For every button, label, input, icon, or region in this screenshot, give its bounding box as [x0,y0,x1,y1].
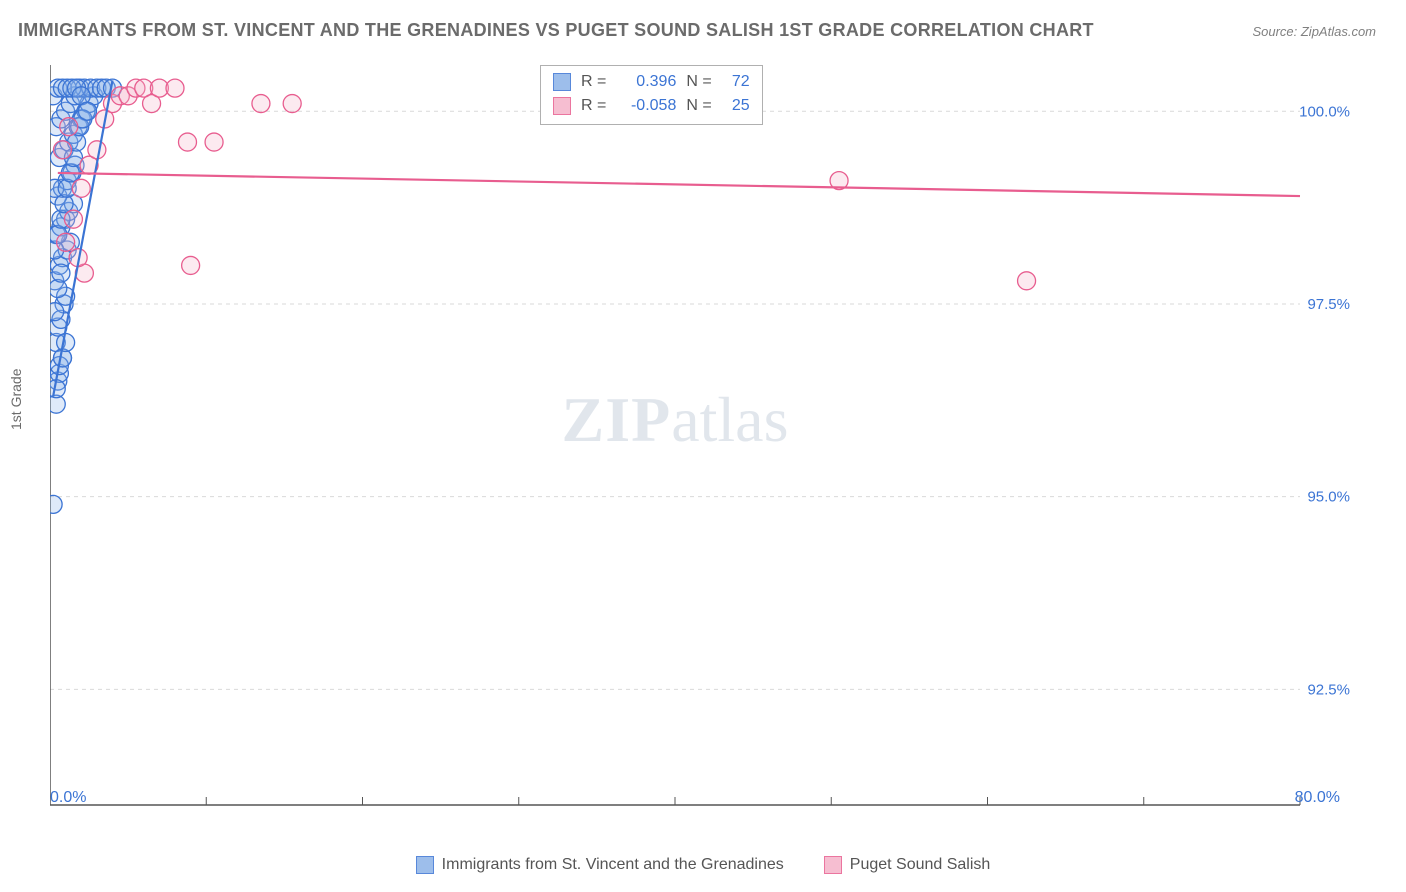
data-point [64,210,82,228]
data-point [79,102,97,120]
stats-row-series-1: R = -0.058 N = 25 [553,94,750,118]
y-axis-label: 1st Grade [8,369,24,430]
n-value-0: 72 [722,70,750,94]
swatch-series-0 [416,856,434,874]
data-point [166,79,184,97]
swatch-series-0 [553,73,571,91]
data-point [60,118,78,136]
chart-title: IMMIGRANTS FROM ST. VINCENT AND THE GREN… [18,20,1094,41]
x-min-label: 0.0% [50,789,86,807]
swatch-series-1 [553,97,571,115]
data-point [283,95,301,113]
source-label: Source: ZipAtlas.com [1252,24,1376,39]
legend-item-0: Immigrants from St. Vincent and the Gren… [416,856,784,874]
stats-legend: R = 0.396 N = 72 R = -0.058 N = 25 [540,65,763,125]
y-tick-label: 100.0% [1299,103,1350,120]
data-point [88,141,106,159]
plot-area: 92.5%95.0%97.5%100.0% ZIPatlas R = 0.396… [50,65,1300,805]
swatch-series-1 [824,856,842,874]
y-tick-label: 92.5% [1307,681,1350,698]
y-tick-label: 95.0% [1307,489,1350,506]
data-point [57,334,75,352]
chart-svg: 92.5% 95.0% 97.5% 100.0% [50,65,1400,825]
data-point [54,141,72,159]
data-point [50,303,64,321]
n-label: N = [686,94,711,118]
data-point [179,133,197,151]
stats-row-series-0: R = 0.396 N = 72 [553,70,750,94]
r-label: R = [581,70,606,94]
data-point [182,256,200,274]
r-value-1: -0.058 [616,94,676,118]
trend-line [58,173,1300,196]
data-point [1018,272,1036,290]
r-label: R = [581,94,606,118]
data-point [72,179,90,197]
series-name-0: Immigrants from St. Vincent and the Gren… [442,856,784,874]
r-value-0: 0.396 [616,70,676,94]
data-point [252,95,270,113]
n-value-1: 25 [722,94,750,118]
data-point [205,133,223,151]
legend-item-1: Puget Sound Salish [824,856,991,874]
data-point [52,264,70,282]
y-tick-label: 97.5% [1307,296,1350,313]
data-point [57,233,75,251]
series-name-1: Puget Sound Salish [850,856,991,874]
x-max-label: 80.0% [1295,789,1340,807]
series-legend: Immigrants from St. Vincent and the Gren… [0,838,1406,892]
data-point [50,495,62,513]
n-label: N = [686,70,711,94]
